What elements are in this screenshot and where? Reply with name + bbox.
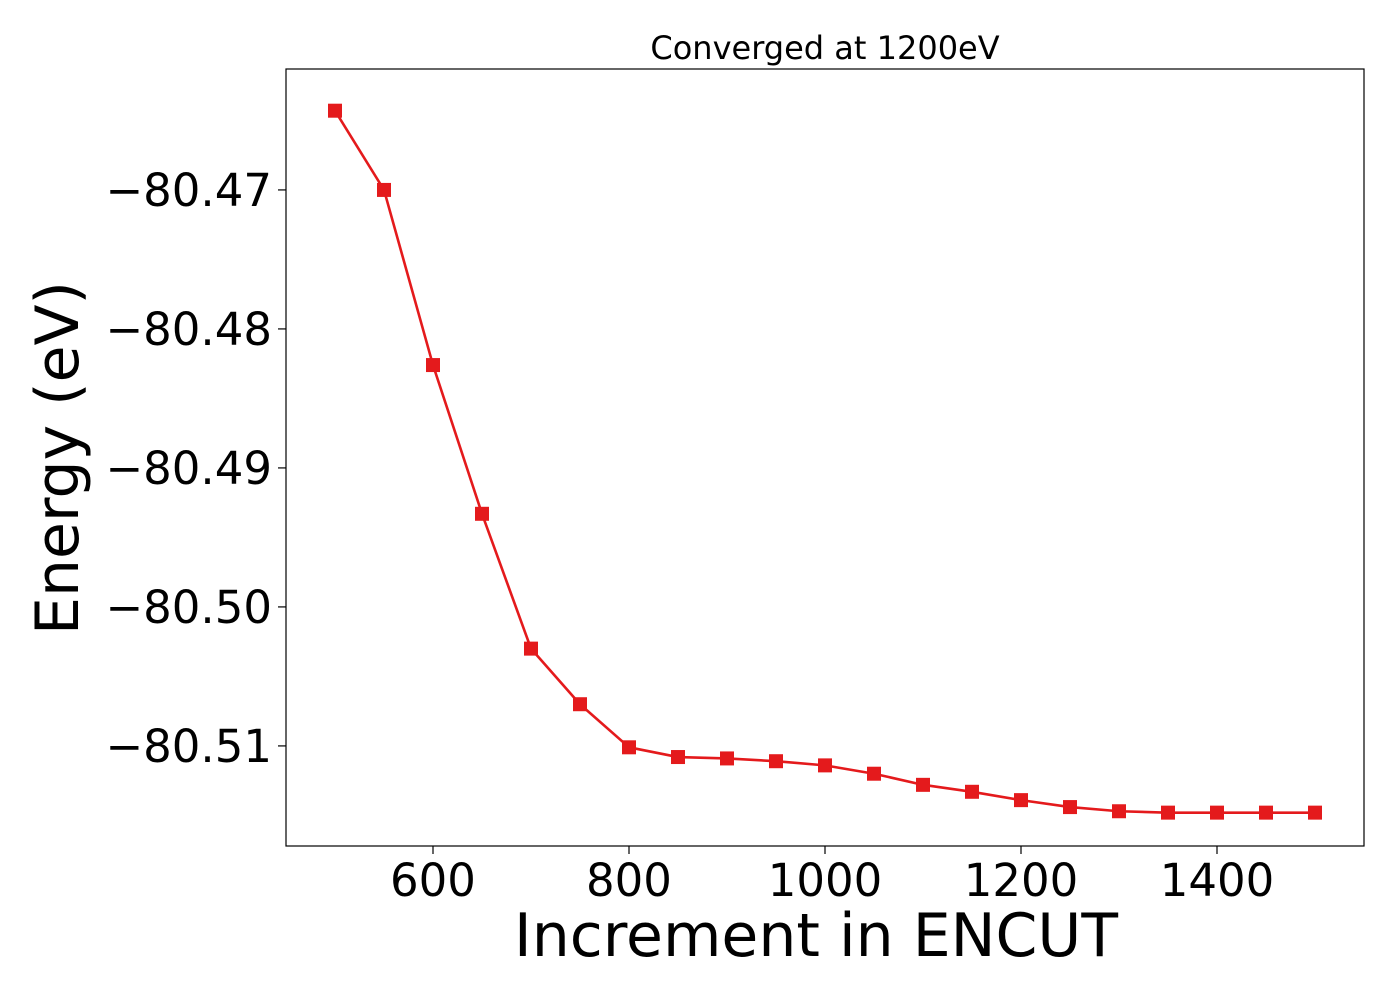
data-point xyxy=(426,358,440,373)
data-point xyxy=(1063,800,1077,815)
x-axis: 600 800 1000 1200 1400 xyxy=(390,846,1274,907)
y-axis-label: Energy (eV) xyxy=(23,281,93,635)
data-point xyxy=(867,766,881,781)
plot-frame xyxy=(285,68,1365,847)
data-point xyxy=(475,506,489,521)
y-tick-label: −80.50 xyxy=(105,581,272,634)
y-tick-label: −80.48 xyxy=(105,303,272,356)
x-tick-label: 1000 xyxy=(768,854,883,907)
data-point xyxy=(965,784,979,799)
x-tick-label: 800 xyxy=(586,854,672,907)
data-point xyxy=(916,777,930,792)
chart-title: Converged at 1200eV xyxy=(650,29,999,67)
x-axis-label: Increment in ENCUT xyxy=(514,901,1118,971)
series-line xyxy=(333,110,1315,814)
data-point xyxy=(524,641,538,656)
plot-area xyxy=(328,103,1322,820)
x-tick-label: 600 xyxy=(390,854,476,907)
x-tick-label: 1400 xyxy=(1160,854,1275,907)
data-point xyxy=(1112,804,1126,819)
x-tick-label: 1200 xyxy=(964,854,1079,907)
y-tick-label: −80.51 xyxy=(105,720,272,773)
y-axis: −80.47 −80.48 −80.49 −80.50 −80.51 xyxy=(105,164,286,773)
data-point xyxy=(1161,805,1175,820)
data-point xyxy=(1259,805,1273,820)
data-point xyxy=(1210,805,1224,820)
data-point xyxy=(573,697,587,712)
data-point xyxy=(1308,805,1322,820)
data-point xyxy=(671,750,685,765)
data-point xyxy=(377,182,391,197)
data-point xyxy=(1014,793,1028,808)
y-tick-label: −80.49 xyxy=(105,442,272,495)
data-point xyxy=(328,103,342,118)
data-point xyxy=(818,758,832,773)
y-tick-label: −80.47 xyxy=(105,164,272,217)
data-point xyxy=(769,754,783,769)
data-point xyxy=(720,751,734,766)
data-point xyxy=(622,740,636,755)
